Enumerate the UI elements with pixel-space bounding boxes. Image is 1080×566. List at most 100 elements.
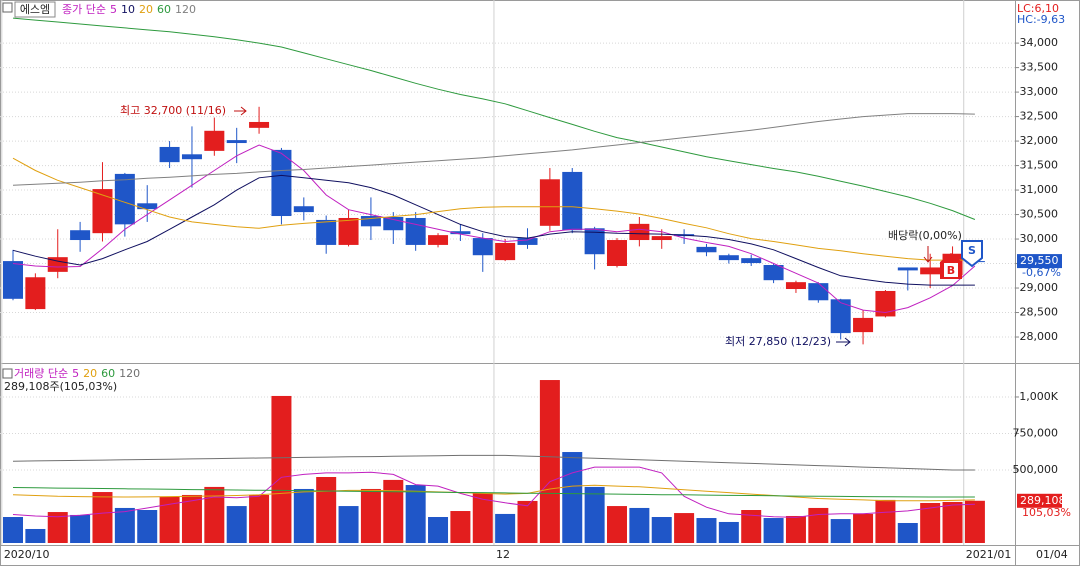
volume-bar (271, 395, 292, 543)
candle-body (450, 231, 471, 235)
lc-label: LC:6,10 (1017, 2, 1059, 15)
candle-body (495, 242, 516, 261)
candle-body (428, 235, 449, 245)
volume-bar (517, 500, 538, 543)
candle-body (897, 267, 918, 271)
volume-bar (92, 492, 113, 543)
candle-body (808, 283, 829, 301)
volume-bar (562, 452, 583, 543)
legend-entry: 20 (139, 3, 153, 16)
candle-body (539, 179, 560, 226)
volume-bar (114, 507, 135, 543)
candle-body (293, 206, 314, 213)
volume-bar (316, 476, 337, 543)
candle-body (629, 223, 650, 241)
volume-bar (606, 506, 627, 543)
menu-icon[interactable] (2, 2, 13, 13)
ma-line (12, 113, 975, 186)
legend-entry: 120 (175, 3, 196, 16)
y-tick-label: 31,000 (1020, 183, 1059, 196)
price-tag (1017, 254, 1062, 269)
y-tick-label: 30,500 (1020, 208, 1059, 221)
stock-name: 에스엠 (20, 3, 50, 16)
candle-body (763, 265, 784, 281)
candle-body (651, 236, 672, 241)
legend-entry: 120 (119, 367, 140, 380)
y-tick-label: 31,500 (1020, 159, 1059, 172)
volume-bar (47, 512, 68, 543)
candle-body (360, 216, 381, 227)
ma-line (12, 174, 975, 286)
y-tick-label: 32,000 (1020, 134, 1059, 147)
legend: 거래량 단순 5 20 60 120 (14, 367, 140, 380)
volume-bar (853, 513, 874, 543)
buy-box (944, 263, 958, 277)
y-tick-label: 33,500 (1020, 61, 1059, 74)
volume-bar (3, 517, 23, 543)
volume-bar (875, 499, 896, 543)
candle-body (114, 173, 135, 225)
legend-entry: 5 (72, 367, 79, 380)
y-tick-label: 1,000K (1019, 390, 1058, 403)
volume-bar (920, 502, 941, 543)
volume-bar (584, 486, 605, 543)
menu-icon[interactable] (2, 368, 13, 379)
volume-bar (360, 488, 381, 543)
volume-bar (472, 493, 493, 543)
candle-body (405, 217, 426, 245)
ma-line (12, 157, 975, 261)
legend-entry: 10 (121, 3, 135, 16)
change-label: -0,67% (1022, 266, 1061, 279)
volume-bar (495, 513, 516, 543)
volume-bar (226, 506, 247, 543)
volume-bar (204, 486, 225, 543)
volume-bar (942, 501, 963, 543)
volume-bar (405, 485, 426, 543)
candle-body (562, 171, 583, 231)
volume-bar (741, 509, 762, 543)
candle-body (316, 219, 337, 245)
candle-body (517, 238, 538, 245)
candle-body (226, 140, 247, 144)
y-tick-label: 28,000 (1020, 330, 1059, 343)
candle-body (181, 154, 202, 160)
volume-bar (785, 515, 806, 543)
stock-name-box[interactable] (14, 1, 56, 18)
volume-bar (964, 500, 985, 543)
volume-bar (338, 506, 359, 543)
candle-body (249, 121, 270, 128)
candle-body (70, 230, 91, 241)
legend-entry: 60 (157, 3, 171, 16)
candle-body (920, 267, 941, 275)
volume-tag (1017, 493, 1062, 508)
candle-body (830, 299, 851, 334)
volume-bar (428, 517, 449, 543)
candle-body (875, 290, 896, 317)
ma-line (12, 144, 976, 314)
candle-body (3, 261, 23, 299)
volume-bar (137, 509, 158, 543)
x-tick-label: 2020/10 (4, 548, 50, 561)
candle-body (785, 282, 806, 290)
sell-label: S (968, 244, 976, 257)
hc-label: HC:-9,63 (1017, 13, 1065, 26)
volume-bar (651, 517, 672, 543)
volume-bar (450, 511, 471, 543)
volume-bar (293, 488, 314, 543)
volume-summary: 289,108주(105,03%) (4, 380, 117, 393)
ma-line (12, 487, 975, 498)
candle-body (853, 317, 874, 333)
volume-bar (674, 513, 695, 543)
candle-body (137, 203, 158, 210)
legend-entry: 거래량 단순 (14, 367, 68, 380)
y-tick-label: 32,500 (1020, 110, 1059, 123)
candle-body (606, 240, 627, 266)
candle-body (741, 258, 762, 264)
volume-bar (383, 479, 404, 543)
y-tick-label: 30,000 (1020, 232, 1059, 245)
y-tick-label: 500,000 (1013, 463, 1059, 476)
volume-bar (897, 522, 918, 543)
volume-bar (159, 497, 180, 543)
